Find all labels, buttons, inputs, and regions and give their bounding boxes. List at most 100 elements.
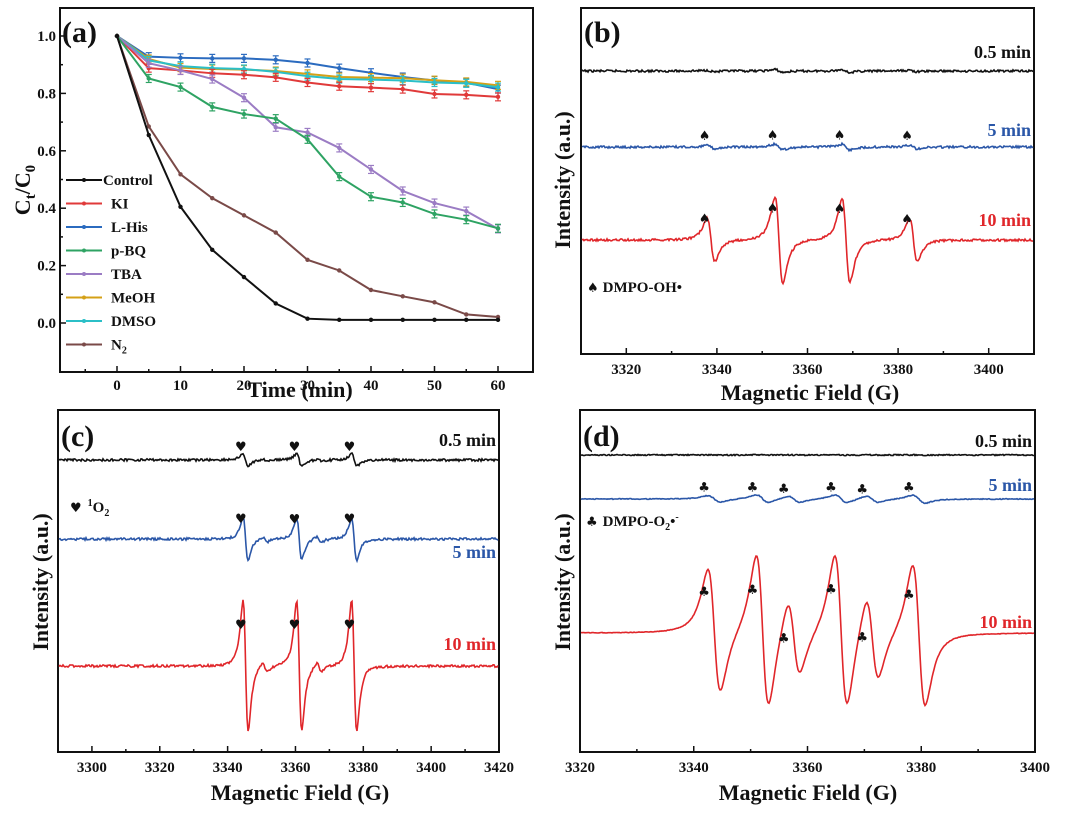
data-point [368,317,374,323]
trace-line [580,493,1035,505]
data-point [368,287,374,293]
panel-a-frame [59,7,534,373]
ylabel-sub-t: t [23,194,39,199]
panel-c-ticks: 3300 3320 3340 3360 3380 3400 3420 [57,746,514,776]
trace-5-min: 5 min ♥ ♥ ♥ [58,512,499,564]
ylabel-slash-c: /C [10,172,35,195]
data-point [273,75,278,80]
trace-0_5-min: 0.5 min ♥ ♥ ♥ [58,430,499,468]
peak-marker-icon: ♣ [903,481,915,496]
panel-c-annotation: ♥ 1O2 [70,498,109,519]
legend-marker [82,248,86,253]
data-point [241,111,247,117]
data-point [400,86,405,92]
trace-line [581,67,1034,75]
trace-label: 5 min [988,475,1032,495]
trace-label: 0.5 min [975,431,1032,451]
panel-b-frame [580,7,1035,355]
trace-label: 10 min [979,612,1032,632]
data-point [241,72,247,77]
peak-marker-icon: ♥ [235,440,247,455]
data-point [305,130,310,135]
peak-marker-icon: ♣ [698,585,710,600]
data-point [337,65,342,71]
data-point [495,94,501,100]
data-point [464,312,469,317]
data-point [178,204,183,209]
peak-marker-icon: ♠ [834,202,846,217]
data-point [337,317,342,323]
data-point [114,33,120,39]
data-point [495,84,501,90]
legend-marker [82,272,86,276]
data-point [210,195,215,201]
peak-marker-icon: ♣ [747,583,759,598]
trace-label: 5 min [987,120,1031,140]
peak-marker-icon: ♥ [289,512,301,527]
panel-d-ylabel: Intensity (a.u.) [550,513,575,651]
x-tick-label: 3320 [611,362,641,378]
panel-a-series [114,33,501,323]
legend-label: TBA [111,267,142,283]
data-point [178,84,183,90]
data-point [432,200,437,206]
panel-b-ticks: 3320 3340 3360 3380 3400 [580,348,1035,378]
heart-icon: ♥ [70,501,82,516]
legend-label: KI [111,197,129,213]
data-point [273,230,278,235]
club-icon: ♣ [586,515,598,530]
trace-0_5-min: 0.5 min [581,42,1034,75]
peak-marker-icon: ♠ [699,129,711,144]
series-p-bq [114,33,501,233]
peak-marker-icon: ♥ [344,440,356,455]
panel-a-legend: Control KI L-His p-BQ TBA MeOH DMSO N2 [66,173,156,357]
legend-item: N2 [66,338,127,357]
x-tick-label: 3340 [702,362,732,378]
peak-marker-icon: ♣ [698,480,710,495]
data-point [305,80,310,85]
legend-label: Control [103,173,153,189]
data-point [210,56,215,61]
data-point [241,274,247,280]
data-point [146,124,151,129]
x-tick-label: 0 [113,378,121,394]
data-point [400,78,405,83]
panel-a: (a) 0 10 20 30 40 50 600.00.20.40.60.81.0 Cont… [10,7,534,402]
peak-marker-icon: ♠ [834,129,846,144]
data-point [432,91,437,97]
panel-d-ticks: 3320 3340 3360 3380 3400 [565,746,1050,776]
legend-item: MeOH [66,291,155,307]
data-point [400,294,405,299]
data-point [305,316,310,321]
x-tick-label: 3420 [484,760,514,776]
panel-a-ylabel: Ct/C0 [10,165,39,215]
trace-label: 0.5 min [439,430,496,450]
panel-d-series: 0.5 min 5 min ♣ ♣ ♣ ♣ ♣ ♣ 10 min ♣ ♣ ♣ ♣ ♣ ♣ [580,431,1035,707]
x-tick-label: 3380 [906,760,936,776]
peak-marker-icon: ♥ [344,618,356,633]
y-tick-label: 0.4 [37,201,56,217]
legend-marker [82,201,86,206]
data-point [495,317,501,323]
data-point [273,301,278,306]
data-point [464,92,469,98]
x-tick-label: 3360 [280,760,310,776]
panel-b-annotation: ♠ DMPO-OH• [587,280,682,296]
peak-marker-icon: ♣ [778,632,790,647]
annotation-sup: 1 [88,498,93,509]
peak-marker-icon: ♣ [903,588,915,603]
annotation-main: DMPO-O [603,514,665,530]
ylabel-sub-0: 0 [23,165,39,173]
y-tick-label: 0.0 [37,316,56,332]
trace-10-min: 10 min ♥ ♥ ♥ [58,598,499,732]
data-point [432,211,437,217]
data-point [464,317,469,323]
data-point [305,60,310,66]
legend-label: N2 [111,338,127,357]
panel-d-annotation: ♣ DMPO-O2•- [586,512,679,533]
data-point [178,172,183,177]
annotation-main: O [93,500,105,516]
legend-sub: 2 [122,346,127,357]
x-tick-label: 40 [364,378,379,394]
x-tick-label: 3400 [416,760,446,776]
